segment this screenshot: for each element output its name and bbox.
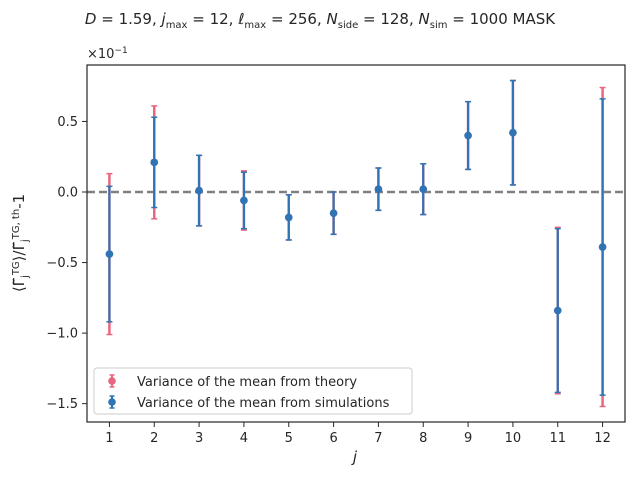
legend-entry-label: Variance of the mean from simulations [137,396,390,411]
y-axis-label: ⟨Γ̃jTG⟩/Γ̃jTG, th-1 [10,194,31,292]
x-tick-label: 7 [374,431,382,446]
x-tick-label: 8 [419,431,427,446]
y-tick-label: −0.5 [46,256,78,271]
legend-box [93,367,413,415]
data-point [329,209,338,217]
y-tick-label: 0.5 [57,115,78,130]
series-simulations [105,79,607,396]
data-point [374,185,383,193]
data-point [419,185,428,193]
data-point [509,128,517,137]
data-point [150,158,159,167]
legend-marker-point [108,377,116,385]
x-tick-label: 1 [105,431,113,446]
x-tick-label: 9 [464,431,472,446]
data-point [240,196,248,205]
legend-marker-point [108,398,116,406]
axes-frame [86,64,626,423]
x-tick-label: 4 [240,431,248,446]
series-theory [105,79,607,408]
y-axis-exponent: ×10−1 [87,46,128,62]
x-tick-label: 10 [505,431,522,446]
data-point [553,306,562,315]
data-point [464,131,472,140]
x-tick-label: 2 [150,431,158,446]
legend-entry-label: Variance of the mean from theory [137,375,357,390]
y-axis-ticks: 0.5 0.0 −0.5 −1.0 −1.5 [46,115,87,412]
x-tick-label: 12 [594,431,611,446]
data-point [284,213,293,222]
x-tick-label: 5 [285,431,293,446]
x-tick-label: 6 [329,431,337,446]
legend: Variance of the mean from theory Variance… [93,367,413,415]
data-point [195,186,203,195]
data-point [598,243,607,251]
y-tick-label: −1.0 [46,327,78,342]
x-tick-label: 11 [549,431,566,446]
x-axis-label: j [351,448,358,466]
data-point [105,250,114,258]
y-tick-label: 0.0 [57,185,78,200]
x-tick-label: 3 [195,431,203,446]
chart-title: D = 1.59, jmax = 12, ℓmax = 256, Nside =… [85,10,556,31]
y-tick-label: −1.5 [46,397,78,412]
plot-area [87,79,625,408]
x-axis-ticks: 1 2 3 4 5 6 7 8 9 10 11 12 [105,422,611,446]
